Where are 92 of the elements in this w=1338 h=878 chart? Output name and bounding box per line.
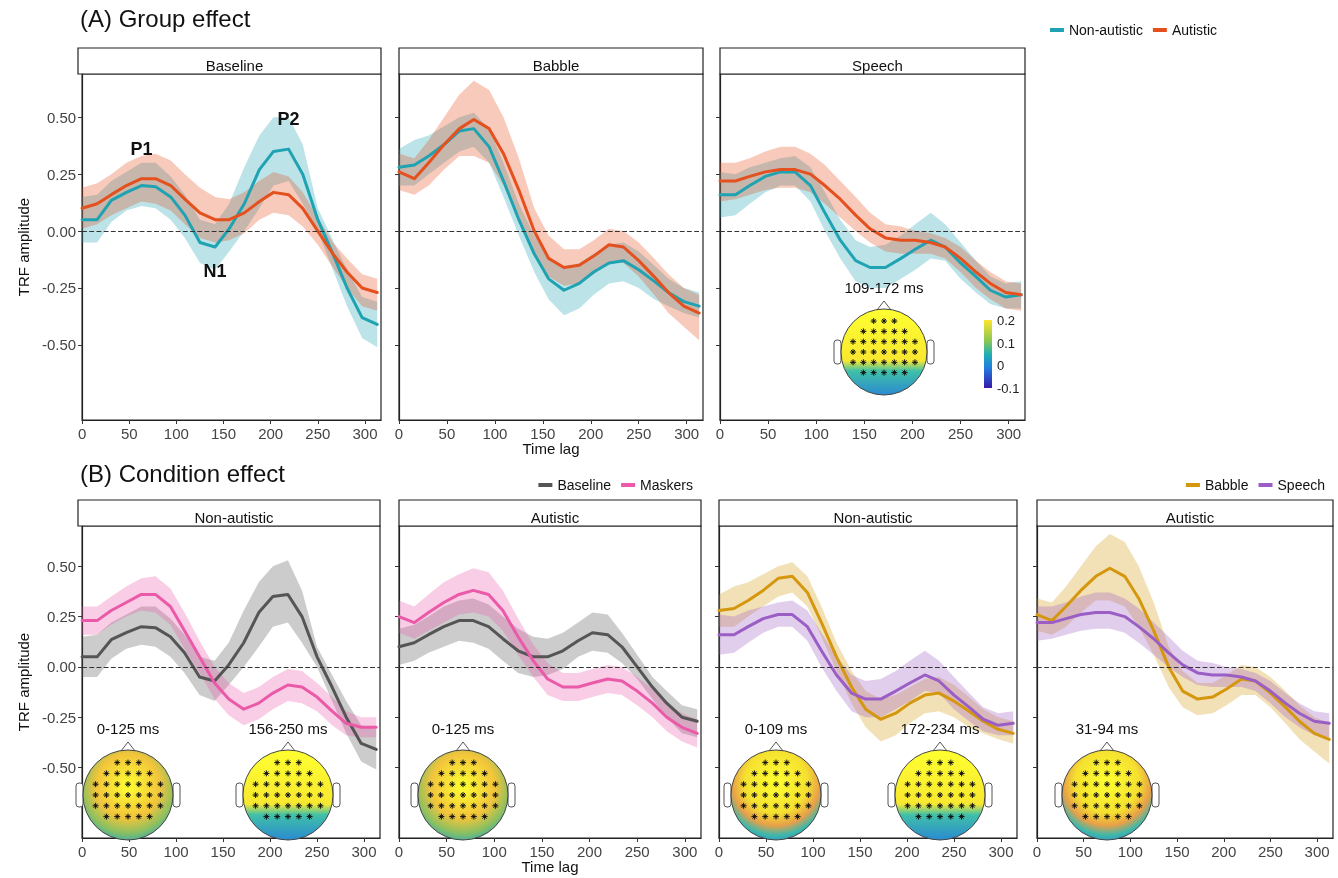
legend-label: Speech xyxy=(1277,477,1325,493)
y-tick-label: 0.50 xyxy=(46,108,77,126)
x-tick-label: 0 xyxy=(1032,843,1042,860)
x-axis-title: Time lag xyxy=(521,857,579,875)
annotation: -0.1 xyxy=(997,380,1020,396)
annotation: 0-109 ms xyxy=(744,720,808,737)
x-tick-label: 250 xyxy=(305,425,331,442)
x-tick-label: 150 xyxy=(1164,843,1190,860)
chart-title: Autistic xyxy=(1165,509,1215,526)
annotation: P1 xyxy=(130,138,153,159)
y-tick-label: -0.25 xyxy=(41,279,77,297)
x-tick-label: 250 xyxy=(626,425,652,442)
annotation: 172-234 ms xyxy=(900,720,980,737)
x-tick-label: 200 xyxy=(257,843,283,860)
x-tick-label: 150 xyxy=(847,843,873,860)
y-tick-label: 0.00 xyxy=(46,222,77,240)
y-tick-label: -0.50 xyxy=(41,759,77,777)
x-tick-label: 150 xyxy=(851,425,877,442)
x-tick-label: 0 xyxy=(714,843,724,860)
x-tick-label: 0 xyxy=(394,425,404,442)
chart-subtitle: (A) Group effect xyxy=(80,4,251,32)
x-tick-label: 0 xyxy=(394,843,404,860)
legend-label: Maskers xyxy=(640,477,694,493)
y-tick-label: -0.25 xyxy=(41,708,77,726)
x-tick-label: 50 xyxy=(120,425,138,442)
chart-title: Autistic xyxy=(530,509,580,526)
x-tick-label: 250 xyxy=(1257,843,1283,860)
x-tick-label: 50 xyxy=(120,843,138,860)
annotation: 0 xyxy=(997,357,1005,373)
chart-subtitle: (B) Condition effect xyxy=(80,459,286,487)
x-tick-label: 50 xyxy=(759,425,777,442)
annotation: 0-125 ms xyxy=(431,720,495,737)
chart-title: Baseline xyxy=(205,57,264,74)
x-tick-label: 50 xyxy=(438,425,456,442)
x-tick-label: 200 xyxy=(258,425,284,442)
x-tick-label: 0 xyxy=(715,425,725,442)
x-tick-label: 100 xyxy=(1117,843,1143,860)
y-tick-label: -0.50 xyxy=(41,336,77,354)
x-tick-label: 100 xyxy=(481,843,507,860)
x-tick-label: 300 xyxy=(672,843,698,860)
x-tick-label: 200 xyxy=(899,425,925,442)
chart-title: Non-autistic xyxy=(194,509,275,526)
x-tick-label: 200 xyxy=(578,425,604,442)
x-tick-label: 300 xyxy=(352,425,378,442)
x-tick-label: 300 xyxy=(1304,843,1330,860)
x-tick-label: 150 xyxy=(211,425,237,442)
x-tick-label: 250 xyxy=(948,425,974,442)
legend-label: Babble xyxy=(1204,477,1249,493)
x-tick-label: 150 xyxy=(210,843,236,860)
x-tick-label: 200 xyxy=(894,843,920,860)
x-tick-label: 300 xyxy=(674,425,700,442)
x-tick-label: 300 xyxy=(351,843,377,860)
y-tick-label: 0.50 xyxy=(46,557,77,575)
x-tick-label: 200 xyxy=(577,843,603,860)
y-axis-title: TRF amplitude xyxy=(15,632,32,732)
y-tick-label: 0.00 xyxy=(46,658,77,676)
x-tick-label: 100 xyxy=(163,843,189,860)
annotation: 0-125 ms xyxy=(96,720,160,737)
legend-label: Baseline xyxy=(557,477,612,493)
x-tick-label: 300 xyxy=(996,425,1022,442)
annotation: 156-250 ms xyxy=(248,720,328,737)
x-tick-label: 250 xyxy=(941,843,967,860)
annotation: 0.2 xyxy=(997,312,1016,328)
legend-label: Non-autistic xyxy=(1068,22,1143,38)
annotation: P2 xyxy=(277,109,300,130)
x-tick-label: 50 xyxy=(757,843,775,860)
x-tick-label: 250 xyxy=(304,843,330,860)
annotation: N1 xyxy=(203,261,227,281)
x-tick-label: 300 xyxy=(988,843,1014,860)
y-tick-label: 0.25 xyxy=(46,165,77,183)
x-tick-label: 50 xyxy=(1075,843,1093,860)
chart-title: Non-autistic xyxy=(833,509,914,526)
chart-title: Speech xyxy=(852,57,903,74)
x-tick-label: 100 xyxy=(163,425,189,442)
chart-title: Babble xyxy=(532,57,580,74)
x-tick-label: 0 xyxy=(77,425,87,442)
x-tick-label: 50 xyxy=(438,843,455,860)
annotation: 109-172 ms xyxy=(844,279,924,296)
x-tick-label: 100 xyxy=(482,425,508,442)
x-tick-label: 200 xyxy=(1211,843,1237,860)
annotation: 0.1 xyxy=(997,335,1016,351)
y-tick-label: 0.25 xyxy=(46,608,77,626)
x-tick-label: 0 xyxy=(77,843,87,860)
x-axis-title: Time lag xyxy=(522,439,580,457)
annotation: 31-94 ms xyxy=(1075,720,1139,737)
x-tick-label: 150 xyxy=(529,843,555,860)
y-axis-title: TRF amplitude xyxy=(15,197,32,297)
x-tick-label: 250 xyxy=(624,843,650,860)
x-tick-label: 100 xyxy=(800,843,826,860)
x-tick-label: 150 xyxy=(530,425,556,442)
legend-label: Autistic xyxy=(1171,22,1217,38)
x-tick-label: 100 xyxy=(803,425,829,442)
